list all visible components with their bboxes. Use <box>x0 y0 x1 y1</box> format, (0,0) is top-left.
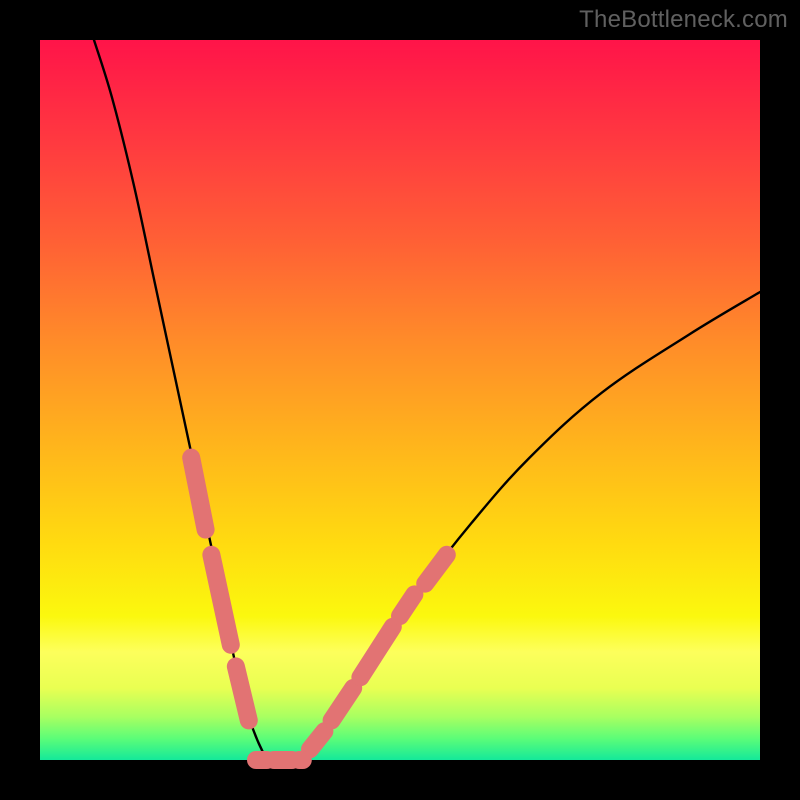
bottleneck-chart <box>0 0 800 800</box>
pill-segment <box>236 666 249 720</box>
watermark-text: TheBottleneck.com <box>579 6 788 34</box>
pill-segment <box>400 594 414 616</box>
chart-container: TheBottleneck.com <box>0 0 800 800</box>
plot-background <box>40 40 760 760</box>
pill-segment <box>310 731 324 749</box>
